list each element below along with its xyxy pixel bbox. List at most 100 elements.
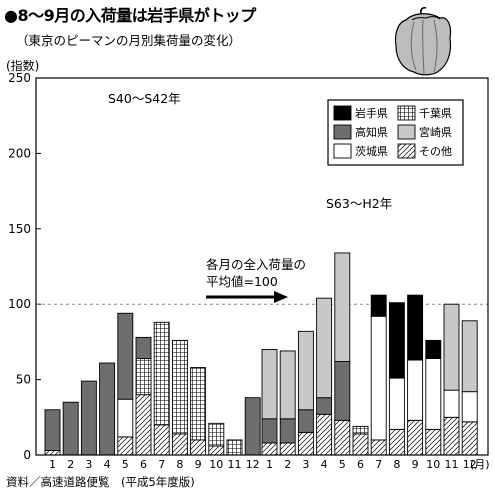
bar-segment-kochi-p1-m1 [44, 409, 61, 451]
bar-segment-kochi-p2-m3 [297, 409, 314, 433]
bar-segment-kochi-p2-m4 [316, 397, 333, 415]
bar-segment-miyazaki-p2-m1 [261, 348, 278, 420]
bar-segment-other-p2-m10 [425, 428, 442, 456]
x-tick-label: 2 [67, 458, 74, 471]
bar-segment-kochi-p1-m3 [80, 380, 97, 456]
legend-swatch-ibaraki [333, 143, 352, 159]
bar-segment-kochi-p1-m6 [135, 336, 152, 359]
x-tick-label: 7 [375, 458, 382, 471]
legend-swatch-other [397, 143, 416, 159]
x-tick-label: 12 [463, 458, 477, 471]
legend-swatch-kochi [333, 124, 352, 140]
y-axis-label: (指数) [6, 58, 39, 73]
x-tick-label: 3 [85, 458, 92, 471]
bar-segment-miyazaki-p2-m2 [279, 350, 296, 420]
legend-label-chiba: 千葉県 [419, 106, 452, 120]
bar-segment-other-p1-m1 [44, 450, 61, 456]
x-tick-label: 10 [426, 458, 440, 471]
y-tick-label: 250 [8, 71, 31, 85]
bar-segment-miyazaki-p2-m4 [316, 297, 333, 399]
x-tick-label: 6 [140, 458, 147, 471]
x-tick-label: 4 [321, 458, 328, 471]
x-tick-label: 11 [228, 458, 242, 471]
legend-label-ibaraki: 茨城県 [355, 144, 388, 158]
bar-segment-ibaraki-p2-m11 [443, 389, 460, 418]
y-tick-label: 200 [8, 146, 31, 160]
bar-segment-kochi-p2-m5 [334, 361, 351, 421]
bar-segment-other-p2-m8 [388, 428, 405, 456]
bar-segment-ibaraki-p2-m9 [407, 359, 424, 421]
bar-segment-other-p2-m1 [261, 442, 278, 456]
bar-segment-kochi-p1-m4 [99, 362, 116, 456]
bar-segment-other-p1-m6 [135, 394, 152, 456]
bar-segment-kochi-p1-m12 [244, 397, 261, 456]
bar-segment-ibaraki-p2-m8 [388, 377, 405, 430]
bar-segment-chiba-p1-m6 [135, 358, 152, 396]
bar-segment-other-p2-m5 [334, 419, 351, 456]
source-note: 資料／高速道路便覧 (平成5年度版) [6, 475, 195, 489]
bar-segment-iwate-p2-m7 [370, 294, 387, 317]
x-axis-label: (月) [470, 458, 490, 471]
x-tick-label: 9 [195, 458, 202, 471]
bar-segment-other-p2-m7 [370, 439, 387, 456]
y-tick-label: 50 [16, 373, 31, 387]
annotation-line-1: 各月の全入荷量の [206, 257, 306, 272]
x-tick-label: 7 [158, 458, 165, 471]
bar-segment-iwate-p2-m8 [388, 302, 405, 379]
x-tick-label: 10 [209, 458, 223, 471]
bar-segment-chiba-p1-m7 [153, 321, 170, 426]
chart-title: ●8～9月の入荷量は岩手県がトップ [4, 6, 256, 25]
bar-segment-other-p2-m9 [407, 419, 424, 456]
bar-segment-kochi-p2-m2 [279, 418, 296, 444]
bar-segment-chiba-p1-m9 [190, 367, 207, 441]
x-tick-label: 12 [246, 458, 260, 471]
legend-label-kochi: 高知県 [355, 125, 388, 139]
bar-segment-kochi-p1-m5 [117, 312, 134, 400]
bar-segment-iwate-p2-m9 [407, 294, 424, 361]
annotation-arrow [206, 291, 288, 303]
bar-segment-ibaraki-p2-m7 [370, 315, 387, 441]
plot-frame [35, 77, 489, 456]
annotation-line-2: 平均値=100 [206, 274, 278, 289]
bar-segment-other-p1-m7 [153, 424, 170, 456]
y-tick-label: 150 [8, 222, 31, 236]
x-tick-label: 1 [266, 458, 273, 471]
bar-segment-ibaraki-p2-m10 [425, 358, 442, 430]
bar-segment-kochi-p2-m1 [261, 418, 278, 444]
legend-label-miyazaki: 宮崎県 [419, 125, 452, 139]
x-tick-label: 9 [412, 458, 419, 471]
bar-segment-other-p1-m9 [190, 439, 207, 456]
x-tick-label: 3 [302, 458, 309, 471]
bar-segment-chiba-p1-m11 [226, 439, 243, 456]
bar-segment-ibaraki-p1-m5 [117, 398, 134, 438]
bar-segment-miyazaki-p2-m3 [297, 330, 314, 411]
bar-segment-other-p1-m5 [117, 436, 134, 456]
x-tick-label: 8 [176, 458, 183, 471]
bar-segment-other-p1-m10 [208, 445, 225, 456]
y-tick-label: 100 [8, 297, 31, 311]
x-tick-label: 1 [49, 458, 56, 471]
period-label-s40: S40～S42年 [108, 91, 181, 106]
x-tick-label: 11 [445, 458, 459, 471]
bar-segment-miyazaki-p2-m11 [443, 303, 460, 391]
legend-swatch-iwate [333, 105, 352, 121]
bar-segment-other-p2-m12 [461, 421, 478, 456]
legend-swatch-miyazaki [397, 124, 416, 140]
x-tick-label: 4 [104, 458, 111, 471]
bar-segment-other-p2-m11 [443, 416, 460, 456]
bar-segment-chiba-p1-m8 [171, 339, 188, 435]
bar-segment-iwate-p2-m10 [425, 339, 442, 359]
y-tick-label: 0 [23, 448, 31, 462]
legend-label-iwate: 岩手県 [355, 106, 388, 120]
green-pepper-icon [394, 6, 452, 76]
x-tick-label: 8 [393, 458, 400, 471]
x-tick-label: 5 [122, 458, 129, 471]
x-tick-label: 6 [357, 458, 364, 471]
bar-segment-ibaraki-p2-m12 [461, 391, 478, 423]
bar-segment-other-p1-m8 [171, 433, 188, 456]
legend-label-other: その他 [419, 145, 452, 158]
bar-segment-other-p2-m3 [297, 431, 314, 456]
bar-segment-miyazaki-p2-m12 [461, 320, 478, 393]
